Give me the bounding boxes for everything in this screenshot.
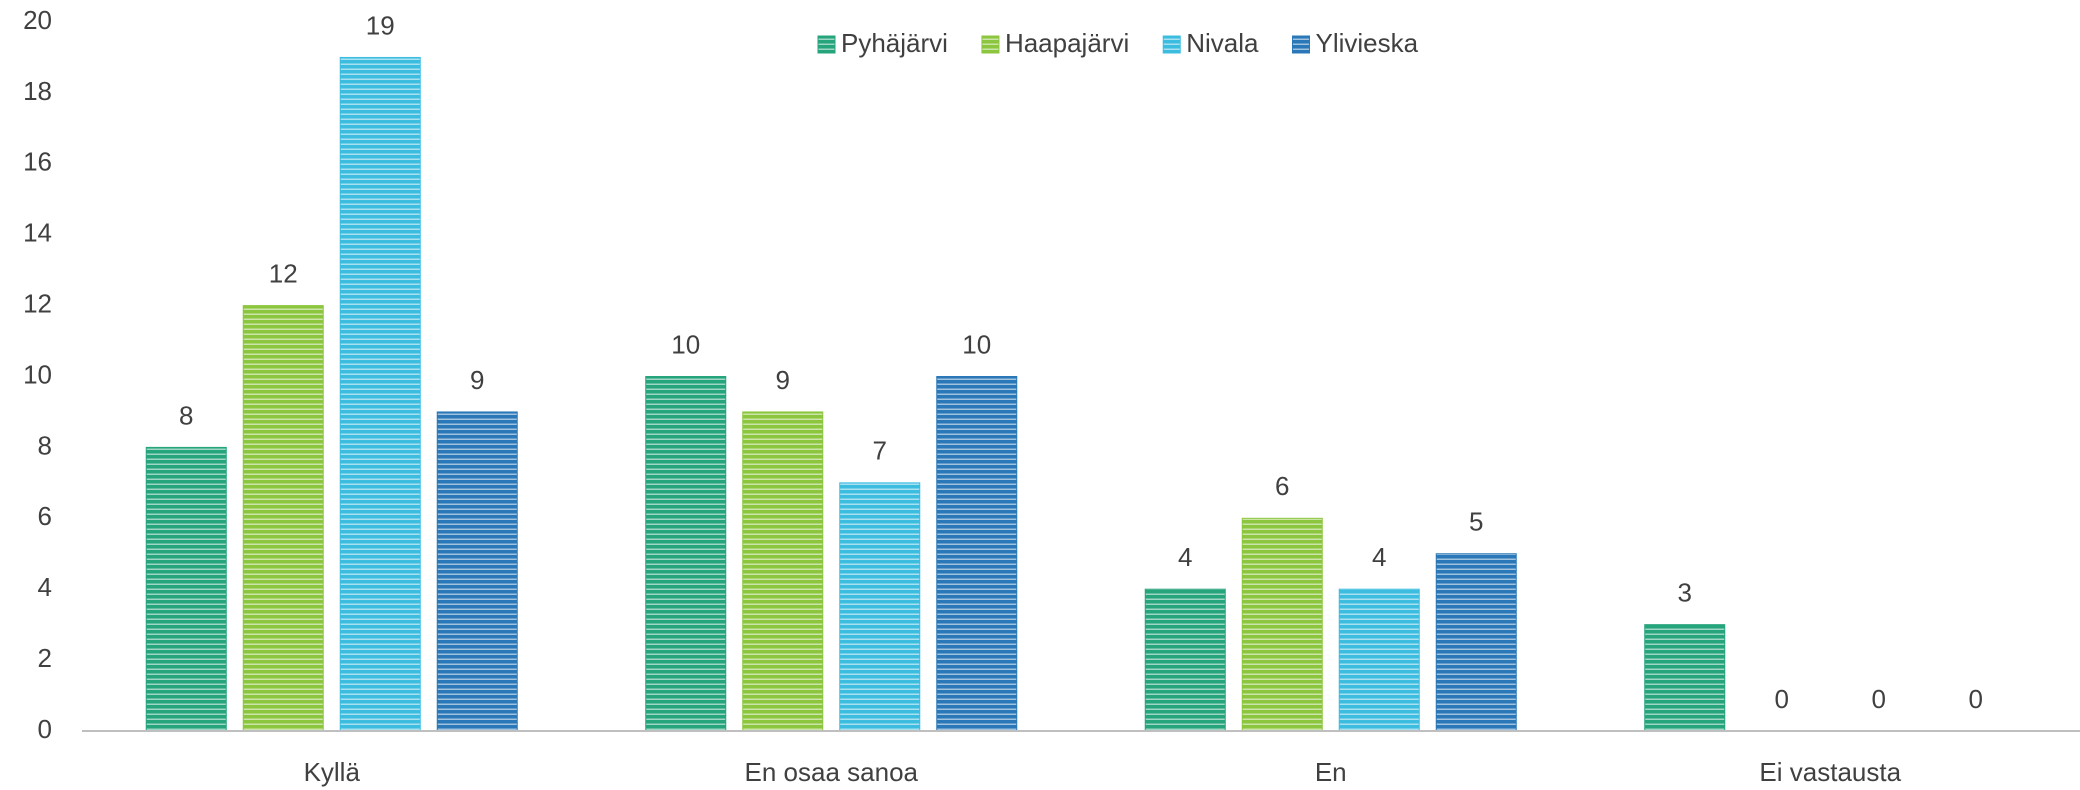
y-tick-label: 14 bbox=[23, 218, 52, 248]
x-tick-label: Kyllä bbox=[304, 757, 361, 787]
data-label: 0 bbox=[1775, 684, 1789, 714]
data-label: 4 bbox=[1178, 542, 1192, 572]
data-label: 8 bbox=[179, 400, 193, 430]
bar bbox=[436, 411, 518, 732]
bar bbox=[1644, 624, 1726, 732]
bar bbox=[1144, 588, 1226, 732]
bar bbox=[145, 446, 227, 732]
y-tick-label: 16 bbox=[23, 147, 52, 177]
data-label: 0 bbox=[1872, 684, 1886, 714]
data-label: 6 bbox=[1275, 471, 1289, 501]
y-tick-label: 10 bbox=[23, 359, 52, 389]
y-tick-label: 12 bbox=[23, 288, 52, 318]
legend-swatch bbox=[1162, 35, 1181, 54]
bar bbox=[1338, 588, 1420, 732]
x-tick-label: En bbox=[1315, 757, 1347, 787]
y-tick-label: 8 bbox=[38, 430, 52, 460]
y-tick-label: 4 bbox=[38, 572, 52, 602]
y-tick-label: 2 bbox=[38, 643, 52, 673]
legend-swatch bbox=[981, 35, 1000, 54]
data-label: 19 bbox=[366, 10, 395, 40]
data-label: 0 bbox=[1969, 684, 1983, 714]
legend-swatch bbox=[817, 35, 836, 54]
y-tick-label: 6 bbox=[38, 501, 52, 531]
legend-label: Ylivieska bbox=[1315, 28, 1418, 58]
data-label: 3 bbox=[1678, 578, 1692, 608]
bar bbox=[742, 411, 824, 732]
legend-label: Nivala bbox=[1186, 28, 1259, 58]
y-tick-label: 0 bbox=[38, 714, 52, 744]
bar bbox=[1241, 517, 1323, 732]
data-label: 7 bbox=[873, 436, 887, 466]
data-label: 10 bbox=[671, 329, 700, 359]
legend-label: Haapajärvi bbox=[1005, 28, 1129, 58]
data-label: 12 bbox=[269, 258, 298, 288]
data-label: 5 bbox=[1469, 507, 1483, 537]
bar bbox=[936, 376, 1018, 732]
data-label: 10 bbox=[962, 329, 991, 359]
bar bbox=[242, 305, 324, 732]
bar bbox=[645, 376, 727, 732]
data-label: 4 bbox=[1372, 542, 1386, 572]
bar bbox=[339, 56, 421, 732]
legend: Pyhäjärvi Haapajärvi Nivala Ylivieska bbox=[817, 28, 1419, 58]
x-tick-label: Ei vastausta bbox=[1759, 757, 1901, 787]
bar bbox=[1435, 553, 1517, 732]
legend-label: Pyhäjärvi bbox=[841, 28, 948, 58]
x-tick-label: En osaa sanoa bbox=[745, 757, 919, 787]
y-tick-label: 18 bbox=[23, 76, 52, 106]
data-label: 9 bbox=[470, 365, 484, 395]
legend-swatch bbox=[1291, 35, 1310, 54]
bar bbox=[839, 482, 921, 732]
data-label: 9 bbox=[776, 365, 790, 395]
y-tick-label: 20 bbox=[23, 5, 52, 35]
